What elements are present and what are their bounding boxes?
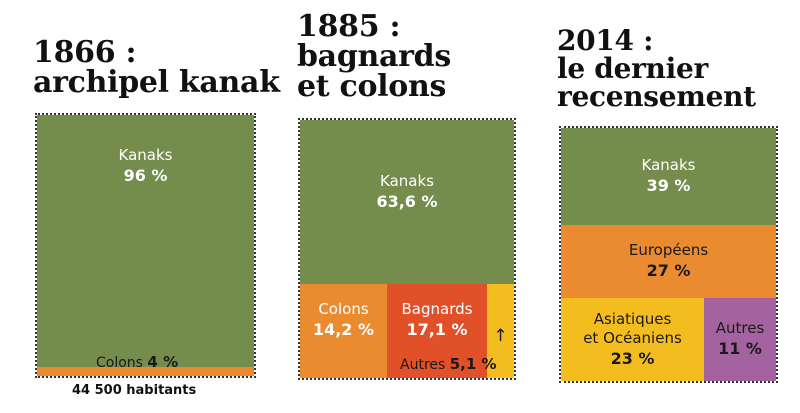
segment-value: 96 % bbox=[123, 165, 168, 185]
segment-2014-kanaks: Kanaks 39 % bbox=[561, 128, 776, 225]
segment-label: Kanaks bbox=[118, 145, 173, 164]
segment-1885-kanaks: Kanaks 63,6 % bbox=[300, 120, 514, 284]
panel-1866-title: 1866 : archipel kanak bbox=[33, 35, 280, 100]
segment-value: 27 % bbox=[646, 261, 691, 280]
segment-label: Autres bbox=[400, 357, 446, 373]
segment-1885-autres: ↑ bbox=[487, 284, 514, 378]
segment-value: 63,6 % bbox=[376, 191, 438, 211]
treemap-2014: Kanaks 39 % Européens 27 % Asiatiques et… bbox=[559, 126, 778, 383]
arrow-up-icon: ↑ bbox=[493, 326, 508, 346]
segment-1866-colons-label: Colons 4 % bbox=[96, 353, 178, 371]
treemap-1866: Kanaks 96 % bbox=[35, 113, 256, 378]
segment-1885-colons: Colons 14,2 % bbox=[300, 284, 387, 378]
segment-value: 5,1 % bbox=[449, 355, 497, 373]
panel-2014-title: 2014 : le dernier recensement bbox=[557, 24, 756, 113]
segment-value: 17,1 % bbox=[406, 319, 468, 339]
population-note: 44 500 habitants bbox=[72, 383, 197, 398]
segment-value: 14,2 % bbox=[312, 319, 375, 339]
segment-1866-kanaks: Kanaks 96 % bbox=[37, 115, 254, 367]
panel-1885-title: 1885 : bagnards et colons bbox=[297, 9, 451, 104]
segment-label: Asiatiques et Océaniens bbox=[583, 309, 682, 347]
segment-value: 39 % bbox=[646, 176, 691, 195]
segment-label: Européens bbox=[628, 241, 709, 259]
segment-2014-autres: Autres 11 % bbox=[704, 298, 776, 381]
segment-1866-colons bbox=[37, 367, 254, 376]
segment-value: 4 % bbox=[147, 353, 179, 371]
treemap-1885: Kanaks 63,6 % Colons 14,2 % Bagnards 17,… bbox=[298, 118, 516, 380]
segment-2014-asiatiques-oceaniens: Asiatiques et Océaniens 23 % bbox=[561, 298, 704, 381]
segment-label: Kanaks bbox=[380, 171, 434, 190]
segment-label: Bagnards bbox=[401, 299, 473, 318]
segment-2014-europeens: Européens 27 % bbox=[561, 225, 776, 298]
segment-label: Colons bbox=[318, 299, 369, 318]
segment-label: Autres bbox=[715, 319, 765, 337]
segment-label: Kanaks bbox=[641, 156, 696, 174]
segment-1885-autres-label: Autres 5,1 % bbox=[400, 355, 497, 373]
segment-value: 11 % bbox=[718, 339, 762, 358]
segment-value: 23 % bbox=[610, 348, 655, 368]
segment-label: Colons bbox=[96, 355, 143, 371]
segment-1885-bagnards: Bagnards 17,1 % bbox=[387, 284, 487, 378]
